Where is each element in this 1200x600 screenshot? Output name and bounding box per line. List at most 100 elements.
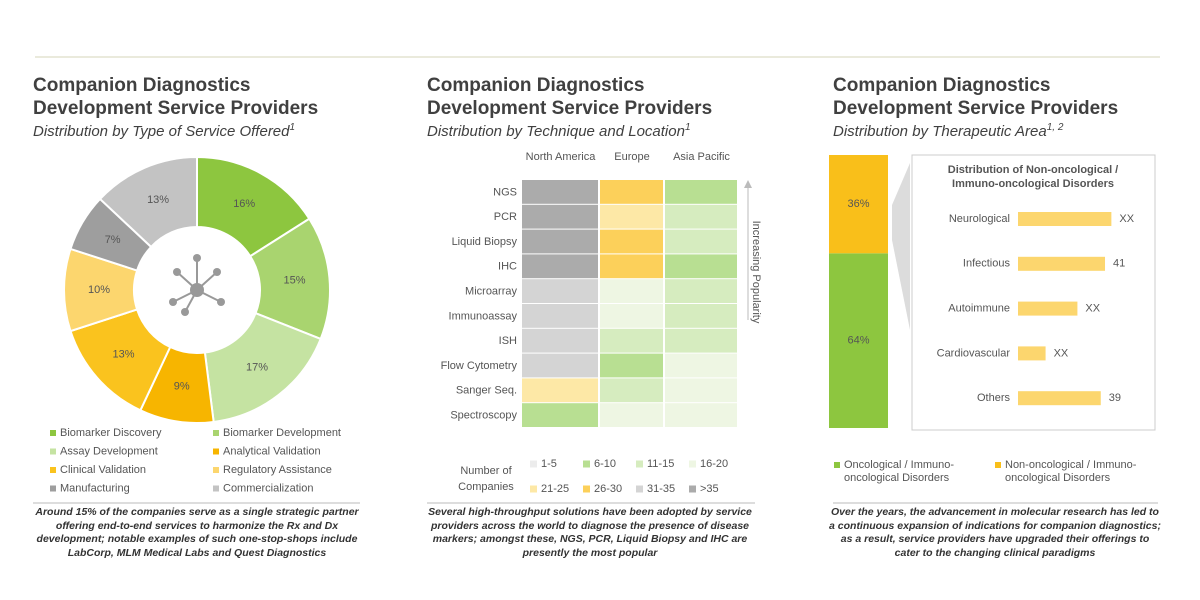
legend-label: Regulatory Assistance (223, 464, 332, 476)
icon-node (169, 298, 177, 306)
category-label: Cardiovascular (937, 347, 1011, 359)
data-label: XX (1054, 347, 1069, 359)
bar-segment (829, 253, 888, 428)
heat-cell (600, 353, 663, 378)
data-label: 16% (233, 198, 255, 210)
heat-cell (665, 180, 737, 204)
legend-swatch (530, 460, 537, 468)
legend-swatch (689, 485, 696, 493)
legend-swatch (583, 485, 590, 493)
category-label: Infectious (963, 258, 1011, 270)
data-label: 9% (174, 381, 190, 393)
legend-label: 26-30 (594, 483, 622, 495)
panel-title: Development Service Providers (33, 98, 318, 119)
donut-segment (98, 155, 198, 249)
legend-swatch (50, 467, 56, 473)
data-label: 36% (847, 198, 869, 210)
heat-cell (522, 403, 598, 427)
legend-label: Analytical Validation (223, 445, 321, 457)
legend-swatch (50, 430, 56, 436)
column-header: North America (525, 151, 596, 163)
bar (1018, 391, 1101, 406)
footnote-marker: 1, 2 (1047, 122, 1064, 133)
heat-cell (522, 378, 598, 403)
panel-subtitle: Distribution by Type of Service Offered1 (33, 122, 295, 140)
legend-label: 6-10 (594, 458, 616, 470)
heat-cell (522, 304, 598, 328)
heat-cell (665, 254, 737, 279)
heat-cell (665, 353, 737, 378)
subtitle-text: Distribution by Technique and Location (427, 123, 685, 140)
heat-cell (600, 229, 663, 254)
column-header: Europe (614, 151, 650, 163)
legend-label: 1-5 (541, 458, 557, 470)
data-label: XX (1119, 213, 1134, 225)
row-label: ISH (499, 335, 517, 347)
legend-swatch (213, 448, 219, 455)
legend-swatch (50, 448, 56, 455)
row-label: IHC (498, 261, 517, 273)
subtitle-text: Distribution by Therapeutic Area (833, 123, 1047, 140)
data-label: XX (1085, 303, 1100, 315)
data-label: 7% (105, 234, 121, 246)
bar (1018, 256, 1106, 271)
icon-node (181, 308, 189, 316)
panel-title: Development Service Providers (427, 98, 712, 119)
data-label: 15% (284, 275, 306, 287)
category-label: Autoimmune (948, 303, 1010, 315)
row-label: Sanger Seq. (456, 385, 517, 397)
heat-cell (665, 403, 737, 427)
panel-title: Companion Diagnostics (833, 75, 1050, 96)
legend-swatch (213, 467, 219, 473)
data-label: 17% (246, 361, 268, 373)
legend-label: Non-oncological / Immuno-oncological Dis… (1005, 459, 1137, 484)
panel-title: Companion Diagnostics (33, 75, 250, 96)
donut-segment (248, 217, 331, 341)
icon-node (217, 298, 225, 306)
panel-subtitle: Distribution by Technique and Location1 (427, 122, 691, 140)
heat-cell (600, 328, 663, 353)
row-label: Flow Cytometry (441, 360, 518, 372)
legend-swatch (530, 485, 537, 493)
caption: Several high-throughput solutions have b… (428, 506, 752, 559)
panel-subtitle: Distribution by Therapeutic Area1, 2 (833, 122, 1064, 140)
heat-cell (665, 328, 737, 353)
row-label: Microarray (465, 286, 517, 298)
legend-label: Oncological / Immuno-oncological Disorde… (844, 459, 955, 484)
legend-label: Manufacturing (60, 482, 130, 494)
legend-swatch (636, 460, 643, 468)
legend-label: 31-35 (647, 483, 675, 495)
heat-cell (600, 180, 663, 204)
heat-cell (665, 204, 737, 229)
heat-cell (665, 304, 737, 328)
caption: Around 15% of the companies serve as a s… (35, 506, 359, 559)
legend-label: Assay Development (60, 445, 158, 457)
data-label: 13% (112, 349, 134, 361)
heat-cell (665, 279, 737, 303)
footnote-marker: 1 (685, 122, 691, 133)
legend-label: Clinical Validation (60, 464, 146, 476)
legend-label: 16-20 (700, 458, 728, 470)
legend-label: Commercialization (223, 482, 313, 494)
legend-swatch (995, 462, 1001, 468)
zoom-funnel (892, 163, 910, 330)
heat-cell (600, 403, 663, 427)
category-label: Neurological (949, 213, 1010, 225)
bar (1018, 346, 1046, 361)
legend-swatch (213, 485, 219, 492)
legend-label: >35 (700, 483, 719, 495)
legend-label: Biomarker Discovery (60, 427, 162, 439)
legend-swatch (213, 430, 219, 436)
legend-label: 11-15 (647, 458, 674, 470)
heat-cell (522, 254, 598, 279)
bar-segment (829, 155, 888, 254)
legend-swatch (583, 460, 590, 468)
row-label: Immunoassay (449, 310, 518, 322)
row-label: NGS (493, 186, 517, 198)
row-label: Spectroscopy (450, 410, 517, 422)
legend-swatch (50, 485, 56, 492)
data-label: 13% (147, 194, 169, 206)
panel-title: Companion Diagnostics (427, 75, 644, 96)
